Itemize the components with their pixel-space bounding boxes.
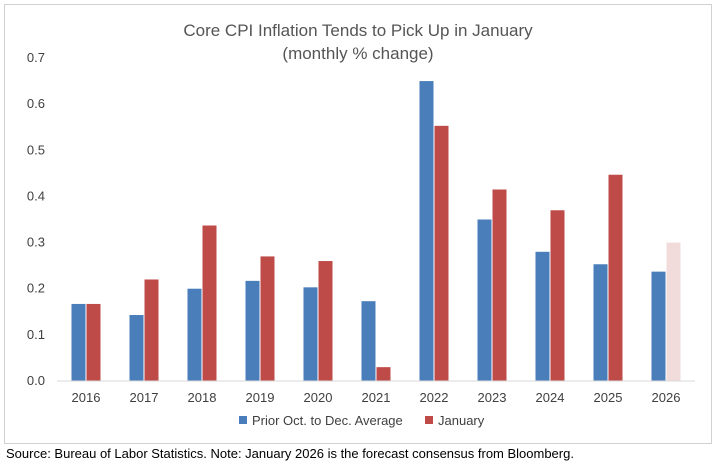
x-tick-label: 2020 [304,390,333,405]
y-tick-label: 0.0 [27,373,45,388]
bar-january-2020 [318,261,333,381]
bar-prior-average-2025 [593,264,608,381]
chart-frame [4,4,712,444]
bar-january-2025 [608,174,623,381]
y-tick-label: 0.3 [27,235,45,250]
legend-swatch-january [425,416,433,424]
y-tick-label: 0.1 [27,327,45,342]
bar-prior-average-2017 [129,315,144,381]
bar-prior-average-2016 [71,303,86,381]
x-tick-label: 2016 [72,390,101,405]
bar-january-2026-forecast [666,242,681,381]
bar-prior-average-2024 [535,251,550,381]
y-tick-label: 0.5 [27,142,45,157]
bar-january-2018 [202,225,217,381]
x-tick-label: 2023 [478,390,507,405]
bar-prior-average-2019 [245,280,260,381]
bar-january-2024 [550,210,565,381]
chart-title: Core CPI Inflation Tends to Pick Up in J… [183,21,533,40]
y-tick-label: 0.4 [27,188,45,203]
bar-prior-average-2021 [361,301,376,381]
x-tick-label: 2026 [652,390,681,405]
bar-january-2016 [86,303,101,381]
legend: Prior Oct. to Dec. Average January [239,413,485,428]
x-tick-label: 2018 [188,390,217,405]
x-tick-label: 2019 [246,390,275,405]
bar-prior-average-2026 [651,271,666,381]
plot-area [71,81,681,382]
bar-january-2017 [144,279,159,381]
x-tick-label: 2017 [130,390,159,405]
bar-january-2022 [434,125,449,381]
legend-label-prior-average: Prior Oct. to Dec. Average [252,413,403,428]
chart-subtitle: (monthly % change) [282,44,433,63]
y-tick-label: 0.7 [27,50,45,65]
bar-chart: Core CPI Inflation Tends to Pick Up in J… [27,21,695,428]
bar-january-2023 [492,189,507,381]
y-tick-label: 0.6 [27,96,45,111]
bar-prior-average-2020 [303,287,318,381]
legend-swatch-prior-average [239,416,247,424]
legend-label-january: January [438,413,485,428]
bar-prior-average-2018 [187,288,202,381]
x-axis: 2016 2017 2018 2019 2020 2021 2022 2023 2024 2025… [72,390,681,405]
x-tick-label: 2022 [420,390,449,405]
source-note: Source: Bureau of Labor Statistics. Note… [6,446,574,461]
bar-prior-average-2022 [419,81,434,382]
y-axis: 0.0 0.1 0.2 0.3 0.4 0.5 0.6 0.7 [27,50,45,388]
bar-january-2021 [376,367,391,381]
y-tick-label: 0.2 [27,281,45,296]
x-tick-label: 2021 [362,390,391,405]
bar-prior-average-2023 [477,219,492,381]
x-tick-label: 2024 [536,390,565,405]
bar-january-2019 [260,256,275,381]
x-tick-label: 2025 [594,390,623,405]
